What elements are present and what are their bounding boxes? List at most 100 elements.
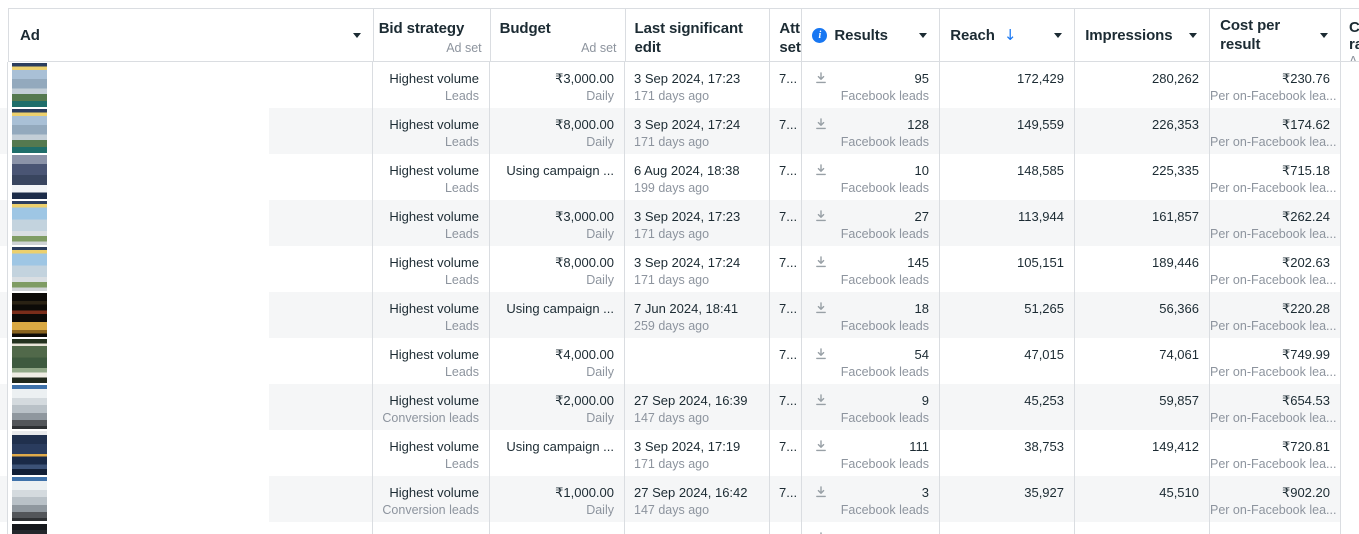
clipped-last-cell bbox=[1341, 246, 1359, 292]
column-header-bid-strategy[interactable]: Bid strategy Ad set bbox=[374, 9, 491, 61]
ad-thumbnail[interactable] bbox=[12, 385, 47, 429]
impressions-value: 225,335 bbox=[1152, 163, 1199, 178]
table-row[interactable]: Highest volume Leads ₹3,000.00 Daily 3 S… bbox=[0, 200, 1359, 246]
budget-value: ₹3,000.00 bbox=[555, 71, 614, 86]
budget-value: ₹1,000.00 bbox=[555, 485, 614, 500]
cost-per-result-cell: ₹715.18 Per on-Facebook lea... bbox=[1210, 154, 1341, 200]
table-row[interactable]: Highest volume Leads ₹8,000.00 Daily 3 S… bbox=[0, 108, 1359, 154]
download-icon[interactable] bbox=[815, 393, 827, 411]
download-icon[interactable] bbox=[815, 163, 827, 181]
impressions-value: 226,353 bbox=[1152, 117, 1199, 132]
bid-strategy-goal: Leads bbox=[444, 365, 479, 379]
clipped-last-cell bbox=[1341, 200, 1359, 246]
budget-value: Using campaign ... bbox=[506, 163, 614, 178]
ad-thumbnail[interactable] bbox=[12, 524, 47, 534]
attribution-cell: 7... bbox=[770, 62, 802, 108]
column-header-last-edit[interactable]: Last significant edit bbox=[626, 9, 771, 61]
column-header-attribution-setting[interactable]: Attribution setting bbox=[770, 9, 803, 61]
table-row[interactable]: Highest volume Conversion leads ₹1,000.0… bbox=[0, 476, 1359, 522]
reach-cell: 38,753 bbox=[940, 430, 1075, 476]
cost-per-result-type: Per on-Facebook lea... bbox=[1210, 365, 1337, 379]
results-cell: 95 Facebook leads bbox=[802, 62, 940, 108]
budget-value: Using campaign ... bbox=[506, 301, 614, 316]
cost-per-result-value: ₹902.20 bbox=[1281, 485, 1330, 500]
bid-strategy-cell: Highest volume Leads bbox=[373, 108, 490, 154]
ad-thumbnail[interactable] bbox=[12, 293, 47, 337]
chevron-down-icon[interactable] bbox=[1320, 33, 1329, 38]
table-row[interactable]: Highest volume Leads Using campaign ... … bbox=[0, 292, 1359, 338]
reach-value: 35,927 bbox=[1024, 485, 1064, 500]
download-icon[interactable] bbox=[815, 117, 827, 135]
budget-cell: ₹8,000.00 Daily bbox=[490, 246, 625, 292]
ad-cell bbox=[8, 384, 373, 430]
ad-thumbnail[interactable] bbox=[12, 339, 47, 383]
column-header-clipped[interactable]: C ra A bbox=[1341, 9, 1359, 61]
row-left-edge bbox=[0, 476, 8, 522]
table-row[interactable]: Highest volume Leads ₹8,000.00 Daily 3 S… bbox=[0, 246, 1359, 292]
impressions-value: 59,857 bbox=[1159, 393, 1199, 408]
table-row[interactable]: Highest volume Leads Using campaign ... … bbox=[0, 430, 1359, 476]
attribution-cell: 7... bbox=[770, 338, 802, 384]
results-value: 95 bbox=[914, 71, 929, 86]
results-type: Facebook leads bbox=[840, 89, 929, 103]
table-row[interactable]: Highest volume Leads Using campaign ... … bbox=[0, 154, 1359, 200]
ad-thumbnail[interactable] bbox=[12, 431, 47, 475]
column-label-last-edit: Last significant edit bbox=[634, 20, 744, 56]
reach-cell bbox=[940, 522, 1075, 534]
column-header-ad[interactable]: Ad bbox=[9, 9, 374, 61]
ad-thumbnail[interactable] bbox=[12, 155, 47, 199]
last-edit-relative: 147 days ago bbox=[634, 411, 710, 425]
chevron-down-icon[interactable] bbox=[1189, 33, 1198, 38]
results-cell: 145 Facebook leads bbox=[802, 246, 940, 292]
impressions-cell: 189,446 bbox=[1075, 246, 1210, 292]
column-header-impressions[interactable]: Impressions bbox=[1075, 9, 1211, 61]
ad-thumbnail[interactable] bbox=[12, 63, 47, 107]
info-icon[interactable]: i bbox=[812, 27, 828, 43]
download-icon[interactable] bbox=[815, 71, 827, 89]
last-edit-cell: 7 Jun 2024, 18:41 259 days ago bbox=[625, 292, 770, 338]
download-icon[interactable] bbox=[815, 209, 827, 227]
download-icon[interactable] bbox=[815, 347, 827, 365]
ad-thumbnail[interactable] bbox=[12, 109, 47, 153]
download-icon[interactable] bbox=[815, 301, 827, 319]
column-header-reach[interactable]: Reach ↓ bbox=[940, 9, 1076, 61]
column-header-cost-per-result[interactable]: Cost per result bbox=[1210, 9, 1342, 61]
column-label-clipped: C ra bbox=[1349, 19, 1359, 53]
ad-thumbnail[interactable] bbox=[12, 477, 47, 521]
reach-cell: 47,015 bbox=[940, 338, 1075, 384]
ad-cell bbox=[8, 522, 373, 534]
chevron-down-icon[interactable] bbox=[919, 33, 928, 38]
budget-cell: ₹3,000.00 Daily bbox=[490, 62, 625, 108]
column-header-budget[interactable]: Budget Ad set bbox=[491, 9, 626, 61]
ad-cell-stripe bbox=[269, 108, 372, 154]
chevron-down-icon[interactable] bbox=[1054, 33, 1063, 38]
reach-value: 47,015 bbox=[1024, 347, 1064, 362]
ad-cell bbox=[8, 154, 373, 200]
ad-thumbnail[interactable] bbox=[12, 201, 47, 245]
results-value: 27 bbox=[914, 209, 929, 224]
table-row[interactable]: Highest volume Leads ₹4,000.00 Daily 7..… bbox=[0, 338, 1359, 384]
budget-value: ₹3,000.00 bbox=[555, 209, 614, 224]
table-row[interactable]: Highest volume Conversion leads ₹2,000.0… bbox=[0, 384, 1359, 430]
table-row[interactable] bbox=[0, 522, 1359, 534]
row-left-edge bbox=[0, 430, 8, 476]
row-left-edge bbox=[0, 384, 8, 430]
column-header-results[interactable]: i Results bbox=[802, 9, 941, 61]
cost-per-result-cell: ₹230.76 Per on-Facebook lea... bbox=[1210, 62, 1341, 108]
ad-cell bbox=[8, 200, 373, 246]
chevron-down-icon[interactable] bbox=[352, 33, 361, 38]
ad-cell-stripe bbox=[269, 430, 372, 476]
reach-cell: 45,253 bbox=[940, 384, 1075, 430]
reach-cell: 105,151 bbox=[940, 246, 1075, 292]
ad-thumbnail[interactable] bbox=[12, 247, 47, 291]
column-sublabel-bid-strategy: Ad set bbox=[446, 41, 482, 55]
column-label-budget: Budget bbox=[499, 20, 551, 37]
download-icon[interactable] bbox=[815, 255, 827, 273]
table-row[interactable]: Highest volume Leads ₹3,000.00 Daily 3 S… bbox=[0, 62, 1359, 108]
budget-period: Daily bbox=[586, 227, 614, 241]
cost-per-result-cell: ₹262.24 Per on-Facebook lea... bbox=[1210, 200, 1341, 246]
download-icon[interactable] bbox=[815, 485, 827, 503]
bid-strategy-goal: Leads bbox=[444, 273, 479, 287]
download-icon[interactable] bbox=[815, 439, 827, 457]
cost-per-result-cell bbox=[1210, 522, 1341, 534]
